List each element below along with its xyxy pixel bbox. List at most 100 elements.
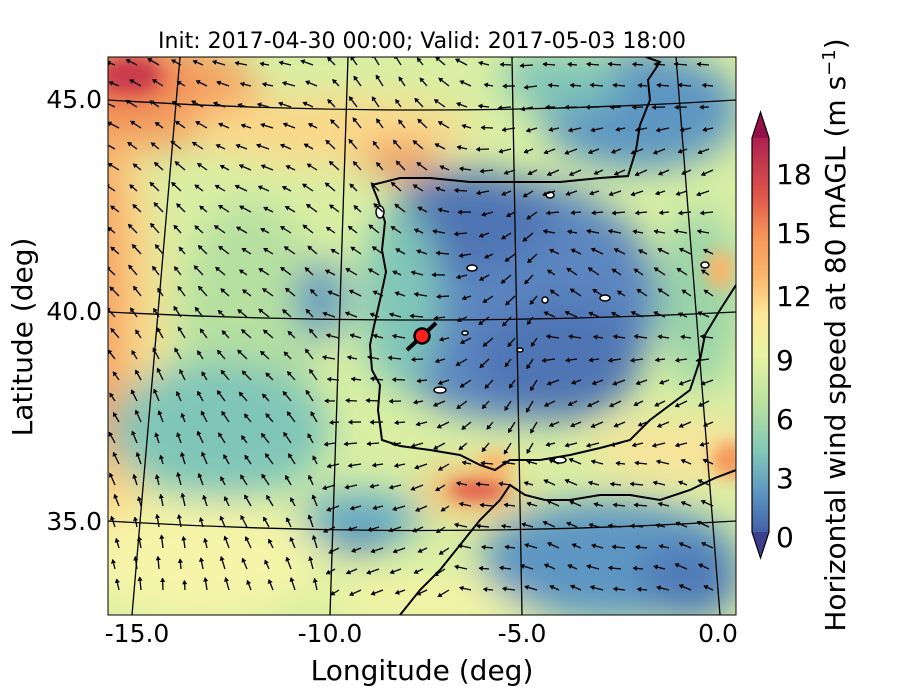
wind-vector-head <box>523 148 529 154</box>
wind-vector-head <box>223 454 228 460</box>
wind-vector-head <box>325 139 331 145</box>
wind-vector-head <box>283 246 289 251</box>
wind-vector-head <box>519 563 525 569</box>
wind-vector-head <box>526 448 532 454</box>
wind-vector-head <box>114 537 120 543</box>
wind-vector-head <box>461 460 467 466</box>
wind-vector-head <box>633 334 639 340</box>
wind-vector-head <box>543 563 549 569</box>
wind-vector-head <box>307 245 313 251</box>
wind-vector-head <box>348 138 354 144</box>
wind-vector-head <box>659 379 665 385</box>
wind-vector-head <box>137 536 143 541</box>
wind-vector-head <box>440 506 446 512</box>
wind-vector-head <box>376 118 381 124</box>
wind-vector-head <box>416 57 422 63</box>
wind-vector-head <box>571 543 577 548</box>
wind-vector-head <box>524 279 530 285</box>
wind-vector-head <box>394 291 400 297</box>
wind-vector-head <box>635 544 640 550</box>
wind-vector-head <box>703 585 709 590</box>
wind-vector-head <box>307 123 313 128</box>
wind-vector-head <box>310 411 316 417</box>
wind-vector-head <box>176 514 182 519</box>
wind-vector-head <box>278 101 284 107</box>
wind-vector-head <box>174 347 179 353</box>
wind-vector-head <box>569 288 575 294</box>
wind-vector-head <box>481 404 487 410</box>
wind-vector-head <box>635 380 641 386</box>
wind-vector-head <box>674 104 679 110</box>
wind-vector-head <box>700 380 706 386</box>
wind-vector-head <box>457 543 463 549</box>
wind-vector-head <box>176 203 182 209</box>
wind-vector-head <box>199 328 205 334</box>
wind-vector-head <box>480 125 486 131</box>
wind-vector-head <box>178 246 184 252</box>
wind-vector-head <box>437 207 443 213</box>
wind-vector-head <box>629 481 635 487</box>
wind-vector-head <box>197 350 202 356</box>
wind-vector-head <box>194 225 200 231</box>
wind-vector-head <box>548 422 554 427</box>
wind-vector-head <box>285 517 291 523</box>
wind-vector-head <box>703 289 709 295</box>
wind-vector-head <box>108 431 114 437</box>
wind-vector-head <box>522 192 528 198</box>
wind-vector-head <box>526 364 531 370</box>
wind-vector-head <box>653 564 659 570</box>
wind-vector-head <box>546 171 552 176</box>
wind-vector-head <box>701 542 707 547</box>
wind-vector-head <box>154 474 160 480</box>
wind-vector-head <box>137 576 143 582</box>
wind-vector-head <box>504 405 510 411</box>
wind-vector-head <box>530 386 535 392</box>
wind-vector-head <box>366 441 371 447</box>
wind-vector-head <box>456 274 461 280</box>
wind-vector-head <box>630 310 636 316</box>
wind-vector <box>108 61 116 66</box>
wind-vector-head <box>564 149 570 155</box>
wind-vector-head <box>548 458 554 464</box>
wind-vector-head <box>370 376 375 382</box>
wind-vector-head <box>455 58 461 64</box>
wind-vector-head <box>176 472 182 477</box>
wind-vector-head <box>567 564 573 569</box>
wind-vector-head <box>526 407 531 413</box>
wind-vector-head <box>476 190 481 196</box>
wind-vector-head <box>112 451 118 457</box>
wind-vector-head <box>285 165 291 170</box>
wind-vector-head <box>543 479 549 485</box>
wind-vector-head <box>283 351 289 357</box>
wind-vector-head <box>455 361 461 366</box>
wind-vector-head <box>262 288 268 293</box>
wind-vector-head <box>481 211 487 217</box>
wind-vector-head <box>261 473 267 479</box>
wind-vector-head <box>673 228 679 234</box>
wind-vector-head <box>237 309 243 314</box>
wind-vector-head <box>181 536 187 541</box>
parallel-45 <box>108 99 736 111</box>
wind-vector-head <box>634 171 640 177</box>
wind-vector-head <box>545 210 551 216</box>
wind-vector-head <box>590 459 596 465</box>
wind-vector-head <box>612 502 618 508</box>
wind-vector-head <box>197 390 202 396</box>
wind-vector-head <box>655 190 660 196</box>
wind-vector-head <box>439 336 444 342</box>
wind-vector-head <box>456 404 462 409</box>
wind-vector-head <box>565 357 570 363</box>
parallel-40 <box>108 311 736 321</box>
wind-vector-head <box>674 357 680 363</box>
coastline-africa <box>399 469 736 615</box>
wind-vector-head <box>591 380 597 386</box>
wind-vector-head <box>609 104 614 110</box>
wind-vector-head <box>702 248 708 254</box>
wind-vector-head <box>612 334 618 340</box>
wind-vector-head <box>502 321 508 327</box>
wind-vector-head <box>157 287 162 293</box>
wind-vector-head <box>283 431 288 437</box>
wind-vector-head <box>607 228 613 234</box>
wind-vector-head <box>171 100 177 106</box>
wind-vector-head <box>503 449 509 455</box>
